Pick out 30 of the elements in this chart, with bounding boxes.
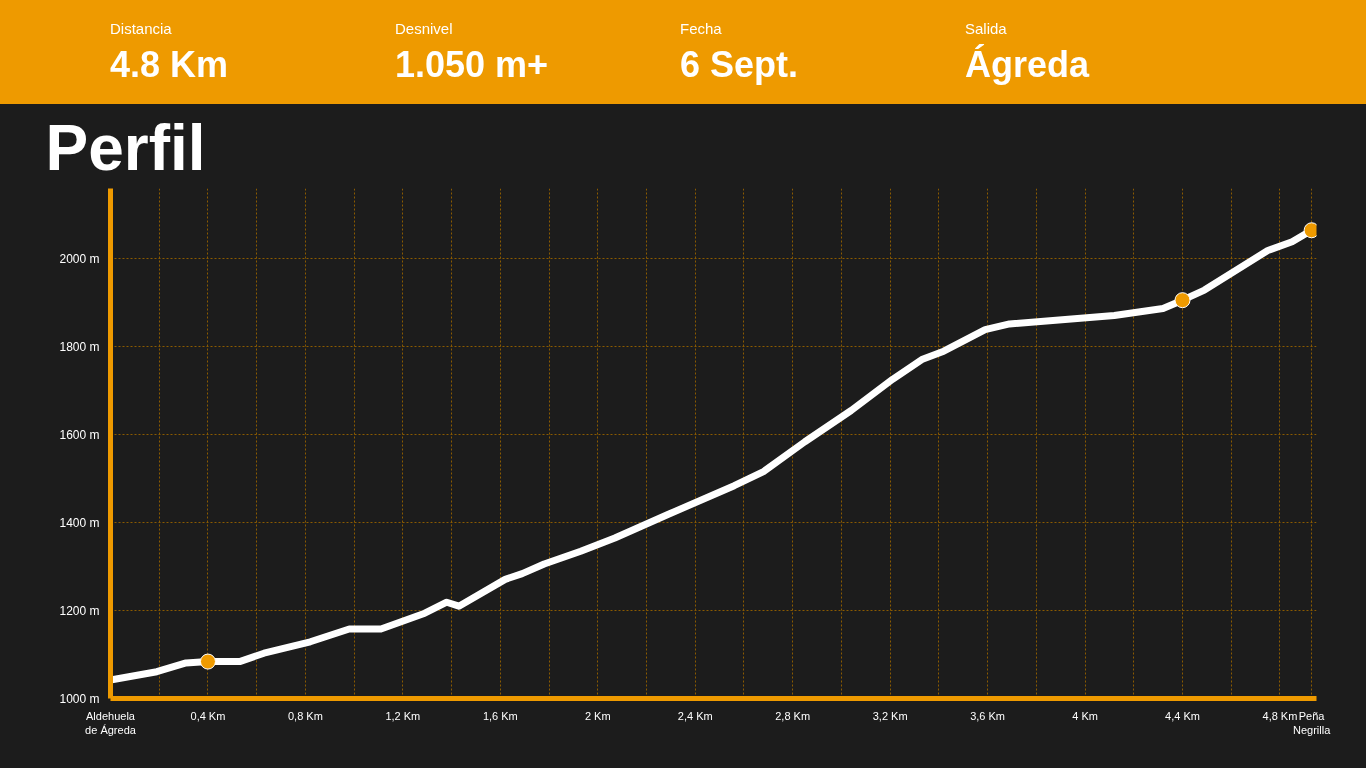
y-tick-label: 1800 m: [59, 339, 100, 354]
text: Ágreda: [965, 43, 1091, 88]
text: 1.050 m+: [395, 43, 550, 88]
text: Fecha: [680, 19, 723, 39]
x-tick-label: 1,2 Km: [385, 709, 421, 722]
x-tick-label: Aldehuela de Ágreda: [85, 709, 137, 736]
x-tick-label: 2,8 Km: [775, 709, 811, 722]
chart-title: Perfil: [45, 111, 206, 184]
x-tick-label: 0,8 Km: [287, 709, 323, 722]
point: [199, 653, 216, 670]
y-tick-label: 1200 m: [59, 603, 100, 618]
text: Desnivel: [395, 19, 454, 39]
text: Distancia: [110, 19, 173, 39]
x-tick-label: 3,6 Km: [970, 709, 1006, 722]
x-tick-label: 4 Km: [1072, 709, 1098, 722]
y-tick-label: 2000 m: [59, 251, 100, 266]
point: [1174, 292, 1191, 309]
x-tick-label: 3,2 Km: [872, 709, 908, 722]
x-tick-label: 2 Km: [584, 709, 611, 722]
x-tick-label: 1,6 Km: [482, 709, 518, 722]
y-tick-label: 1600 m: [59, 427, 100, 442]
y-tick-label: 1400 m: [59, 515, 100, 530]
text: 6 Sept.: [680, 43, 800, 88]
y-tick-label: 1000 m: [59, 691, 100, 706]
x-tick-label: 4,4 Km: [1165, 709, 1200, 722]
x-tick-label: 0,4 Km: [190, 709, 226, 722]
x-tick-label: 4,8 Km: [1262, 709, 1298, 722]
text: 4.8 Km: [110, 43, 230, 88]
text: Salida: [965, 19, 1008, 39]
x-tick-label: 2,4 Km: [677, 709, 713, 722]
